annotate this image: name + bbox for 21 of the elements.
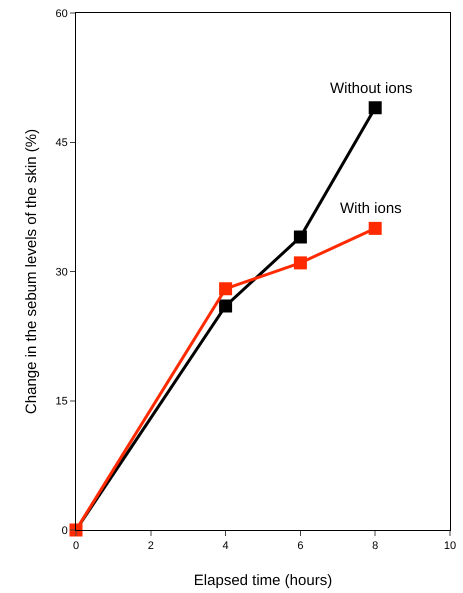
point bbox=[219, 299, 232, 312]
y-tick-label: 45 bbox=[56, 137, 68, 150]
x-axis-title: Elapsed time (hours) bbox=[194, 572, 332, 589]
point bbox=[294, 230, 307, 244]
y-tick-label: 60 bbox=[56, 8, 68, 20]
y-tick-label: 30 bbox=[56, 266, 68, 278]
series-label: Without ions bbox=[330, 80, 413, 97]
point bbox=[368, 101, 382, 114]
y-axis-title: Change in the sebum levels of the skin (%) bbox=[23, 128, 40, 414]
y-tick-label: 15 bbox=[56, 396, 68, 408]
x-tick-label: 0 bbox=[72, 540, 80, 552]
series-label: With ions bbox=[340, 200, 402, 217]
point bbox=[219, 282, 232, 296]
x-tick-label: 4 bbox=[222, 540, 229, 552]
point bbox=[294, 256, 307, 270]
x-tick-label: 10 bbox=[444, 540, 456, 552]
point bbox=[368, 222, 382, 235]
y-tick-label: 0 bbox=[62, 524, 68, 537]
x-tick-label: 8 bbox=[372, 540, 378, 552]
x-tick-label: 6 bbox=[297, 540, 304, 552]
x-tick-label: 2 bbox=[148, 540, 154, 552]
